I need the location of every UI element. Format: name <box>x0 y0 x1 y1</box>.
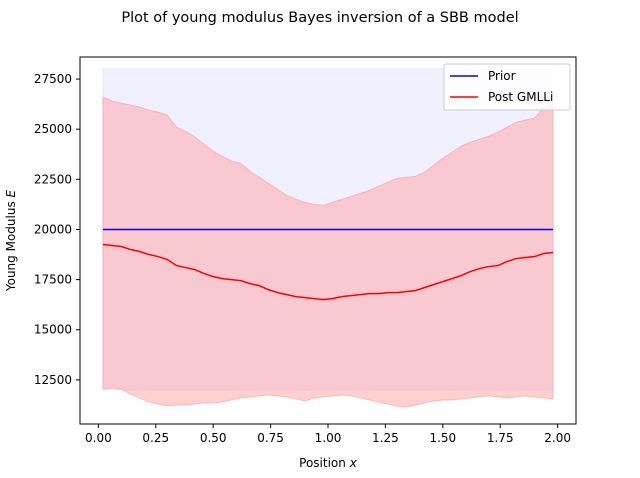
x-tick-label: 0.00 <box>85 431 112 445</box>
band-post-gmlli <box>102 96 554 408</box>
x-tick-label: 1.50 <box>429 431 456 445</box>
uncertainty-bands <box>102 68 554 408</box>
x-tick-label: 1.25 <box>372 431 399 445</box>
y-axis-ticks: 12500 15000 17500 20000 22500 25000 27500 <box>34 72 80 387</box>
x-tick-label: 1.00 <box>315 431 342 445</box>
x-axis-label-var: x <box>349 456 358 470</box>
y-tick-label: 17500 <box>34 273 72 287</box>
y-axis-label-var: E <box>4 189 18 197</box>
x-tick-label: 2.00 <box>544 431 571 445</box>
x-axis-label: Position x <box>299 456 358 470</box>
line-post-gmlli <box>102 243 554 301</box>
y-tick-label: 25000 <box>34 122 72 136</box>
y-tick-label: 22500 <box>34 172 72 186</box>
x-axis-ticks: 0.00 0.25 0.50 0.75 1.00 1.25 1.50 1.75 2.00 <box>85 424 571 445</box>
x-axis-label-text: Position <box>299 456 346 470</box>
y-axis-label-text: Young Modulus <box>4 201 18 292</box>
x-tick-label: 0.25 <box>142 431 169 445</box>
x-tick-label: 1.75 <box>487 431 514 445</box>
series-lines <box>102 228 554 301</box>
legend-label-prior: Prior <box>488 69 516 83</box>
y-tick-label: 12500 <box>34 373 72 387</box>
y-tick-label: 20000 <box>34 222 72 236</box>
legend-label-post: Post GMLLi <box>488 90 553 104</box>
plot-area <box>102 68 554 408</box>
y-tick-label: 15000 <box>34 323 72 337</box>
y-axis-label: Young Modulus E <box>4 189 18 292</box>
chart-title: Plot of young modulus Bayes inversion of… <box>121 10 518 26</box>
x-tick-label: 0.50 <box>200 431 227 445</box>
y-tick-label: 27500 <box>34 72 72 86</box>
x-tick-label: 0.75 <box>257 431 284 445</box>
legend: Prior Post GMLLi <box>443 63 571 111</box>
